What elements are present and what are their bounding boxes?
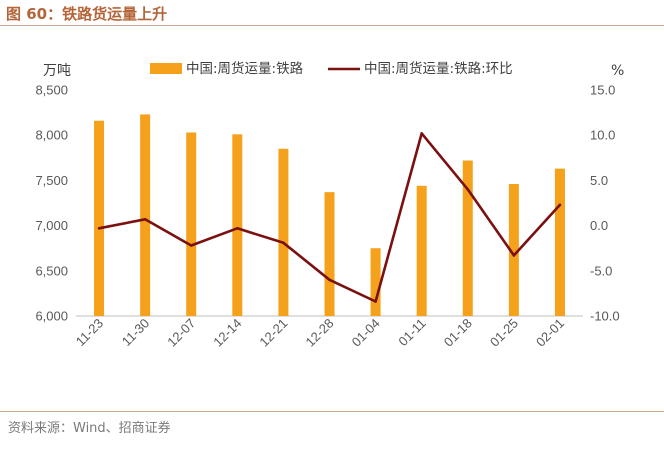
x-tick-label: 01-11 — [395, 316, 428, 349]
bar — [140, 114, 151, 317]
legend-label-line: 中国:周货运量:铁路:环比 — [364, 60, 513, 77]
x-tick-label: 11-30 — [119, 316, 152, 349]
legend-swatch-bar — [150, 63, 182, 74]
y-right-tick-label: 10.0 — [590, 128, 615, 143]
y-left-tick-label: 7,500 — [35, 173, 68, 188]
line-point — [189, 244, 193, 247]
bar — [370, 248, 381, 316]
y-left-tick-label: 6,500 — [35, 263, 68, 278]
bar-series — [94, 114, 565, 317]
line-point — [97, 227, 101, 230]
y-right-tick-label: -5.0 — [590, 263, 612, 278]
line-point — [374, 300, 377, 303]
y-right-tick-label: -10.0 — [590, 309, 620, 324]
bar — [462, 160, 473, 316]
x-tick-label: 12-14 — [210, 316, 244, 350]
title-divider — [0, 25, 664, 26]
y-left-tick-label: 8,000 — [35, 128, 68, 143]
y-right-tick-label: 0.0 — [590, 218, 608, 233]
bar-line-chart: 6,000 6,500 7,000 7,500 8,000 8,500 -10.0 -5.0 0… — [35, 60, 624, 350]
line-point — [328, 278, 331, 282]
y-right-unit-label: % — [611, 63, 624, 79]
line-series — [97, 132, 562, 303]
x-tick-label: 02-01 — [533, 316, 567, 350]
y-right-tick-label: 5.0 — [590, 173, 608, 188]
legend-label-bar: 中国:周货运量:铁路 — [186, 60, 304, 77]
x-tick-label: 01-25 — [487, 316, 521, 350]
bar — [416, 185, 427, 316]
y-left-tick-label: 6,000 — [35, 309, 68, 324]
source-note: 资料来源：Wind、招商证券 — [8, 421, 171, 436]
bar — [508, 184, 519, 316]
y-left-tick-label: 7,000 — [35, 218, 68, 233]
x-tick-label: 12-07 — [164, 316, 198, 350]
line-point — [558, 203, 562, 207]
bar — [554, 168, 565, 316]
y-left-tick-label: 8,500 — [35, 83, 68, 98]
line-point — [466, 188, 470, 191]
x-tick-label: 12-21 — [256, 316, 290, 350]
bar — [94, 120, 105, 317]
y-left-unit-label: 万吨 — [43, 63, 71, 79]
source-divider — [0, 411, 664, 412]
bar — [232, 134, 243, 316]
legend: 中国:周货运量:铁路 中国:周货运量:铁路:环比 — [150, 60, 513, 77]
bar — [324, 192, 335, 316]
line-point — [143, 217, 147, 221]
y-right-tick-label: 15.0 — [590, 83, 615, 98]
figure-title: 图 60：铁路货运量上升 — [6, 5, 168, 23]
x-tick-label: 01-18 — [441, 316, 475, 350]
x-tick-label: 11-23 — [73, 316, 106, 349]
bar — [278, 148, 289, 316]
x-tick-label: 12-28 — [303, 316, 337, 350]
line-point — [420, 132, 423, 135]
line-point — [512, 254, 516, 257]
bar — [186, 132, 197, 316]
line-point — [236, 227, 239, 230]
line-point — [282, 241, 285, 245]
x-tick-label: 01-04 — [349, 316, 383, 350]
